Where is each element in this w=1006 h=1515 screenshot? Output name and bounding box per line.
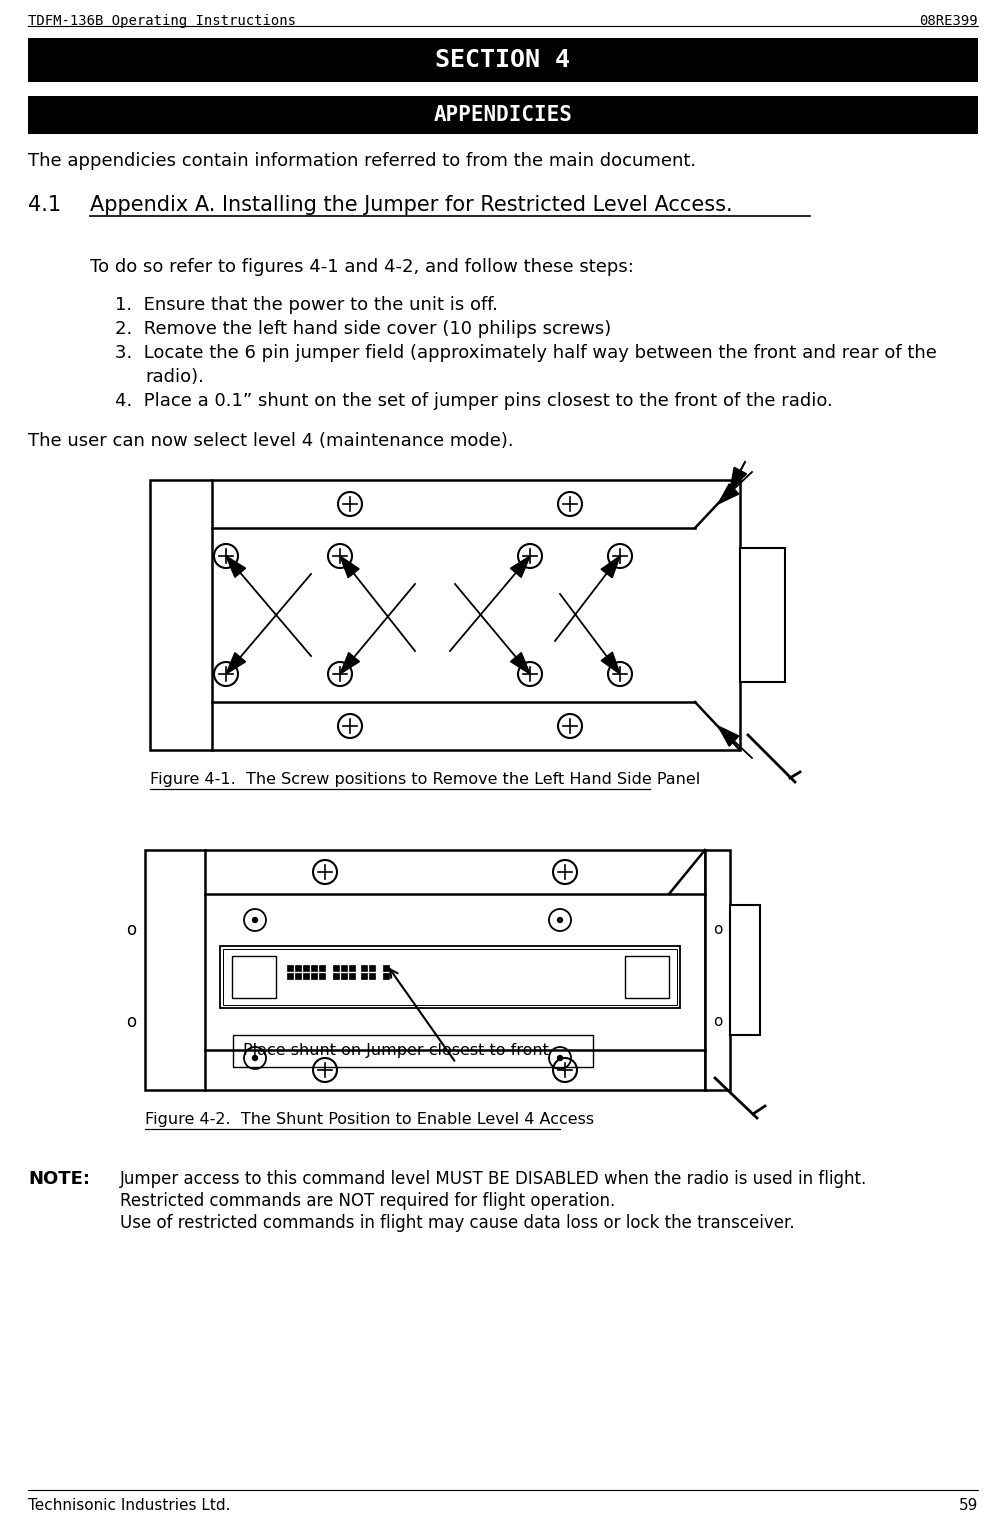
Text: radio).: radio). (145, 368, 204, 386)
Bar (311, 973, 317, 979)
Text: 2.  Remove the left hand side cover (10 philips screws): 2. Remove the left hand side cover (10 p… (115, 320, 612, 338)
Polygon shape (510, 556, 530, 577)
Bar (319, 965, 325, 971)
Polygon shape (226, 556, 245, 577)
Polygon shape (718, 726, 738, 747)
Text: 4.1: 4.1 (28, 195, 61, 215)
Text: Technisonic Industries Ltd.: Technisonic Industries Ltd. (28, 1498, 230, 1513)
Bar (295, 965, 301, 971)
Bar (145, 850, 705, 1089)
Bar (295, 973, 301, 979)
Bar (319, 973, 325, 979)
Bar (232, 956, 276, 998)
Bar (333, 965, 339, 971)
Text: 3.  Locate the 6 pin jumper field (approximately half way between the front and : 3. Locate the 6 pin jumper field (approx… (115, 344, 937, 362)
Text: APPENDICIES: APPENDICIES (434, 105, 572, 126)
Bar (730, 904, 760, 1035)
Text: 59: 59 (959, 1498, 978, 1513)
Text: o: o (126, 1014, 136, 1032)
Bar (220, 945, 680, 1007)
Text: NOTE:: NOTE: (28, 1170, 90, 1188)
Text: The user can now select level 4 (maintenance mode).: The user can now select level 4 (mainten… (28, 432, 514, 450)
Text: Use of restricted commands in flight may cause data loss or lock the transceiver: Use of restricted commands in flight may… (120, 1214, 795, 1232)
Polygon shape (601, 556, 620, 577)
Bar (361, 973, 367, 979)
Polygon shape (340, 653, 359, 674)
Circle shape (253, 918, 258, 923)
Bar (333, 973, 339, 979)
Text: o: o (713, 1015, 722, 1030)
Bar (369, 973, 375, 979)
Bar (349, 973, 355, 979)
Bar (341, 973, 347, 979)
Bar (303, 965, 309, 971)
Text: 1.  Ensure that the power to the unit is off.: 1. Ensure that the power to the unit is … (115, 295, 498, 314)
Circle shape (253, 1056, 258, 1060)
Bar (383, 965, 389, 971)
Text: The appendicies contain information referred to from the main document.: The appendicies contain information refe… (28, 152, 696, 170)
Bar (705, 850, 730, 1089)
Polygon shape (602, 651, 620, 674)
Text: Figure 4-1.  The Screw positions to Remove the Left Hand Side Panel: Figure 4-1. The Screw positions to Remov… (150, 773, 700, 786)
Polygon shape (730, 467, 746, 489)
Text: 08RE399: 08RE399 (919, 14, 978, 27)
Text: Appendix A. Installing the Jumper for Restricted Level Access.: Appendix A. Installing the Jumper for Re… (90, 195, 732, 215)
Bar (287, 965, 293, 971)
Bar (223, 948, 677, 1004)
Bar (625, 956, 669, 998)
Bar (303, 973, 309, 979)
Text: o: o (126, 921, 136, 939)
Text: TDFM-136B Operating Instructions: TDFM-136B Operating Instructions (28, 14, 296, 27)
Polygon shape (226, 653, 245, 674)
Bar (341, 965, 347, 971)
Circle shape (557, 918, 562, 923)
Bar (361, 965, 367, 971)
Polygon shape (340, 556, 359, 577)
Polygon shape (718, 483, 738, 504)
Bar (349, 965, 355, 971)
Text: To do so refer to figures 4-1 and 4-2, and follow these steps:: To do so refer to figures 4-1 and 4-2, a… (90, 258, 634, 276)
Bar (28, 38, 978, 82)
Bar (311, 965, 317, 971)
Text: Figure 4-2.  The Shunt Position to Enable Level 4 Access: Figure 4-2. The Shunt Position to Enable… (145, 1112, 595, 1127)
Polygon shape (510, 653, 530, 674)
Bar (150, 480, 740, 750)
Text: 4.  Place a 0.1” shunt on the set of jumper pins closest to the front of the rad: 4. Place a 0.1” shunt on the set of jump… (115, 392, 833, 411)
Bar (740, 548, 785, 682)
Circle shape (557, 1056, 562, 1060)
Text: o: o (713, 923, 722, 938)
Text: Place shunt on Jumper closest to front: Place shunt on Jumper closest to front (243, 1042, 549, 1057)
Bar (233, 1035, 593, 1067)
Bar (28, 95, 978, 133)
Text: Jumper access to this command level MUST BE DISABLED when the radio is used in f: Jumper access to this command level MUST… (120, 1170, 867, 1188)
Bar (287, 973, 293, 979)
Bar (383, 973, 389, 979)
Text: SECTION 4: SECTION 4 (436, 48, 570, 73)
Text: Restricted commands are NOT required for flight operation.: Restricted commands are NOT required for… (120, 1192, 616, 1210)
Bar (369, 965, 375, 971)
